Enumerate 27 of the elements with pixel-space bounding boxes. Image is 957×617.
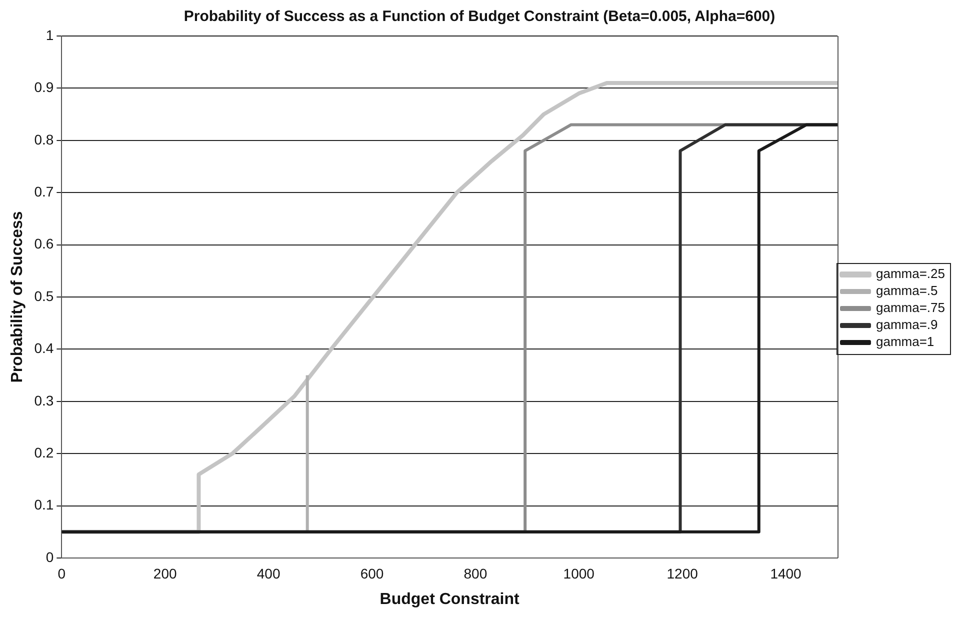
y-tick-label: 0.5 <box>34 288 54 304</box>
x-tick-label: 0 <box>58 565 66 582</box>
x-tick-label: 1000 <box>563 565 595 582</box>
y-tick-label: 1 <box>46 26 54 43</box>
x-tick-label: 400 <box>256 565 280 582</box>
y-axis-title: Probability of Success <box>9 211 26 383</box>
y-tick-label: 0.3 <box>34 392 54 408</box>
legend-label: gamma=.75 <box>876 300 946 316</box>
x-tick-label: 1200 <box>666 565 698 582</box>
legend-label: gamma=.5 <box>876 283 938 298</box>
y-tick-label: 0.2 <box>34 444 54 460</box>
x-tick-label: 200 <box>153 565 177 582</box>
legend-label: gamma=1 <box>876 334 934 350</box>
y-tick-label: 0.4 <box>34 340 54 356</box>
y-tick-label: 0 <box>46 548 54 565</box>
y-tick-label: 0.7 <box>34 183 54 200</box>
legend-label: gamma=.9 <box>876 317 938 332</box>
y-tick-label: 0.8 <box>34 131 54 148</box>
x-tick-label: 800 <box>464 565 488 582</box>
y-tick-label: 0.9 <box>34 79 54 96</box>
y-tick-label: 0.1 <box>34 496 54 513</box>
legend-label: gamma=.25 <box>876 266 946 282</box>
y-tick-label: 0.6 <box>34 236 54 252</box>
x-axis-title: Budget Constraint <box>380 590 520 608</box>
x-tick-label: 1400 <box>770 565 802 582</box>
x-tick-label: 600 <box>360 565 384 582</box>
chart-title: Probability of Success as a Function of Budget Constraint (Beta=0.005, Alpha=600) <box>184 8 776 26</box>
